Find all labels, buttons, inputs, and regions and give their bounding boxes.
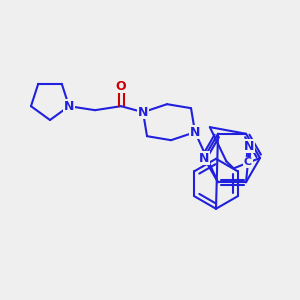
Text: N: N — [64, 100, 74, 113]
Text: N: N — [138, 106, 148, 119]
Text: C: C — [244, 157, 252, 167]
Text: O: O — [116, 80, 126, 93]
Text: N: N — [244, 140, 254, 153]
Text: N: N — [190, 126, 200, 139]
Text: N: N — [199, 152, 209, 164]
